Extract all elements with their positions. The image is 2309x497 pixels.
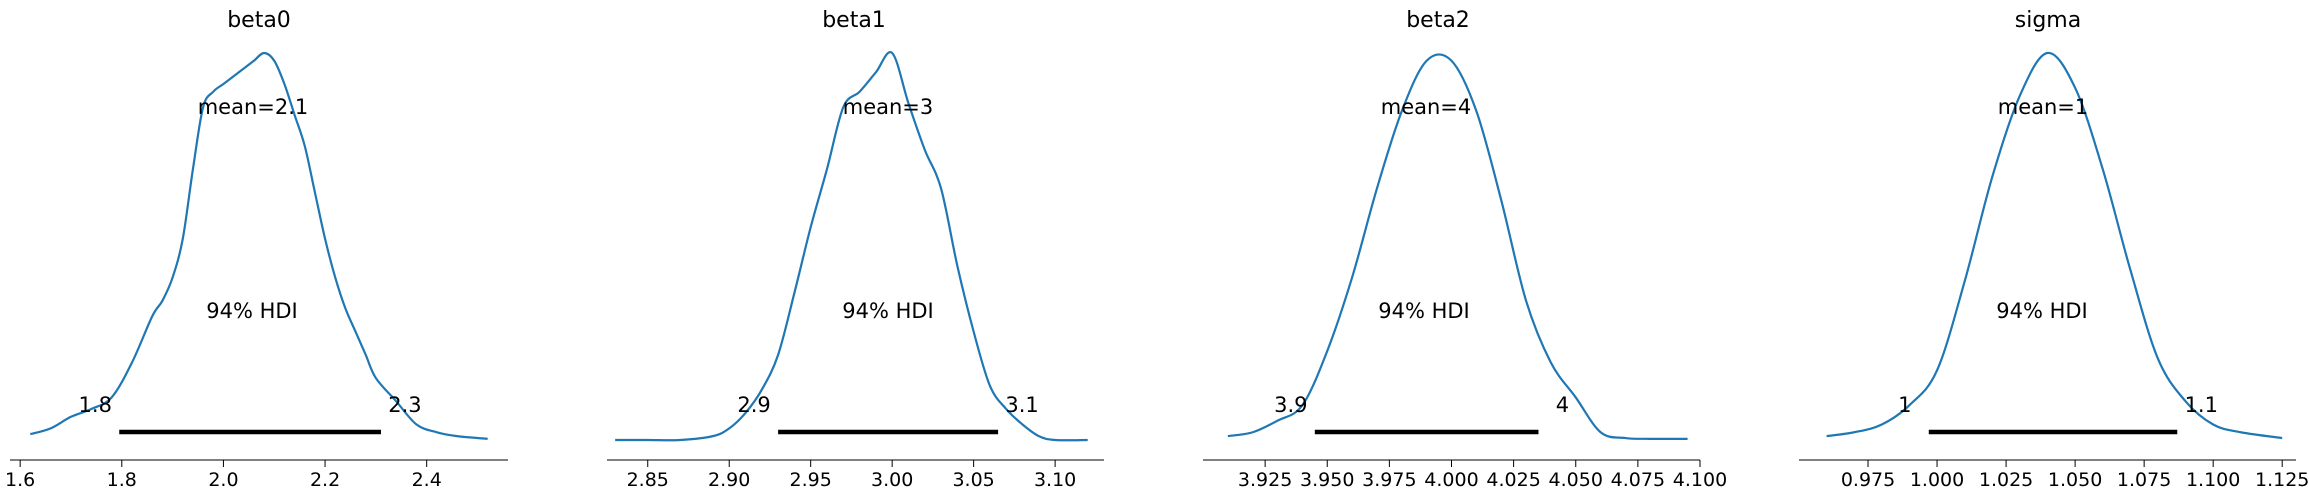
- x-tick-label: 1.075: [2117, 469, 2171, 491]
- hdi-high-label: 4: [1556, 393, 1569, 417]
- hdi-low-label: 1.8: [79, 393, 112, 417]
- x-tick-label: 1.025: [1979, 469, 2033, 491]
- x-tick-label: 2.0: [208, 469, 238, 491]
- x-tick-label: 2.90: [708, 469, 750, 491]
- x-axis-ticks: 0.975 1.000 1.025 1.050 1.075 1.100 1.125: [1841, 460, 2309, 491]
- mean-label: mean=2.1: [198, 95, 309, 119]
- mean-label: mean=3: [843, 95, 934, 119]
- panel-sigma: sigma mean=1 94% HDI 1 1.1 0.975 1.000 1.0…: [1799, 8, 2309, 491]
- x-tick-label: 2.2: [310, 469, 340, 491]
- x-tick-label: 3.925: [1238, 469, 1292, 491]
- mean-label: mean=4: [1381, 95, 1472, 119]
- x-tick-label: 3.10: [1034, 469, 1076, 491]
- panel-title: beta0: [227, 8, 291, 33]
- density-curve: [1826, 51, 2283, 440]
- density-curve: [1227, 53, 1688, 440]
- x-tick-label: 1.000: [1910, 469, 1964, 491]
- hdi-label: 94% HDI: [1378, 299, 1470, 323]
- x-tick-label: 1.6: [5, 469, 35, 491]
- hdi-high-label: 3.1: [1005, 393, 1038, 417]
- panel-title: beta2: [1406, 8, 1470, 33]
- hdi-label: 94% HDI: [206, 299, 298, 323]
- x-tick-label: 3.950: [1300, 469, 1354, 491]
- x-tick-label: 4.050: [1549, 469, 1603, 491]
- x-tick-label: 3.00: [871, 469, 913, 491]
- hdi-label: 94% HDI: [842, 299, 934, 323]
- x-axis-ticks: 1.6 1.8 2.0 2.2 2.4: [5, 460, 442, 491]
- x-tick-label: 2.85: [627, 469, 669, 491]
- panel-beta2: beta2 mean=4 94% HDI 3.9 4 3.925 3.950 3.9…: [1203, 8, 1727, 491]
- mean-label: mean=1: [1998, 95, 2089, 119]
- hdi-high-label: 1.1: [2185, 393, 2218, 417]
- x-tick-label: 1.100: [2186, 469, 2240, 491]
- x-tick-label: 2.95: [790, 469, 832, 491]
- x-tick-label: 2.4: [412, 469, 442, 491]
- x-tick-label: 1.8: [107, 469, 137, 491]
- x-tick-label: 1.050: [2048, 469, 2102, 491]
- hdi-low-label: 3.9: [1274, 393, 1307, 417]
- hdi-low-label: 1: [1898, 393, 1911, 417]
- hdi-low-label: 2.9: [737, 393, 770, 417]
- x-tick-label: 4.100: [1673, 469, 1727, 491]
- x-tick-label: 3.975: [1362, 469, 1416, 491]
- x-tick-label: 4.075: [1611, 469, 1665, 491]
- density-curve: [30, 51, 488, 440]
- x-axis-ticks: 3.925 3.950 3.975 4.000 4.025 4.050 4.075 4.100: [1238, 460, 1727, 491]
- x-tick-label: 3.05: [952, 469, 994, 491]
- hdi-label: 94% HDI: [1996, 299, 2088, 323]
- x-axis-ticks: 2.85 2.90 2.95 3.00 3.05 3.10: [627, 460, 1076, 491]
- x-tick-label: 4.000: [1424, 469, 1478, 491]
- x-tick-label: 1.125: [2255, 469, 2309, 491]
- x-tick-label: 0.975: [1841, 469, 1895, 491]
- panel-beta1: beta1 mean=3 94% HDI 2.9 3.1 2.85 2.90 2.9…: [607, 8, 1104, 491]
- panel-title: sigma: [2015, 8, 2081, 33]
- panel-beta0: beta0 mean=2.1 94% HDI 1.8 2.3 1.6 1.8 2.0…: [5, 8, 508, 491]
- hdi-high-label: 2.3: [388, 393, 421, 417]
- panel-title: beta1: [822, 8, 886, 33]
- x-tick-label: 4.025: [1486, 469, 1540, 491]
- density-curve: [615, 50, 1088, 442]
